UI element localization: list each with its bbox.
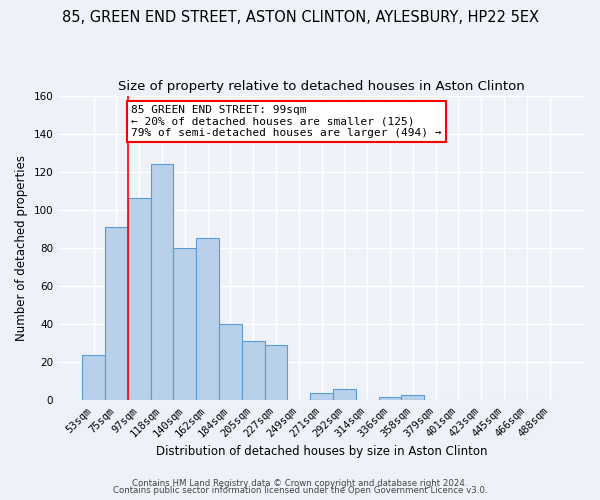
Text: 85, GREEN END STREET, ASTON CLINTON, AYLESBURY, HP22 5EX: 85, GREEN END STREET, ASTON CLINTON, AYL…: [62, 10, 539, 25]
Text: Contains public sector information licensed under the Open Government Licence v3: Contains public sector information licen…: [113, 486, 487, 495]
Bar: [196, 238, 219, 400]
Bar: [379, 396, 401, 400]
Bar: [333, 389, 356, 400]
Bar: [401, 395, 424, 400]
Bar: [242, 342, 265, 400]
Bar: [310, 393, 333, 400]
Bar: [151, 164, 173, 400]
Bar: [173, 248, 196, 400]
Text: 85 GREEN END STREET: 99sqm
← 20% of detached houses are smaller (125)
79% of sem: 85 GREEN END STREET: 99sqm ← 20% of deta…: [131, 105, 442, 138]
Y-axis label: Number of detached properties: Number of detached properties: [15, 155, 28, 341]
Text: Contains HM Land Registry data © Crown copyright and database right 2024.: Contains HM Land Registry data © Crown c…: [132, 478, 468, 488]
Bar: [82, 355, 105, 401]
Bar: [105, 227, 128, 400]
Bar: [128, 198, 151, 400]
Bar: [265, 345, 287, 401]
Bar: [219, 324, 242, 400]
Title: Size of property relative to detached houses in Aston Clinton: Size of property relative to detached ho…: [118, 80, 525, 93]
X-axis label: Distribution of detached houses by size in Aston Clinton: Distribution of detached houses by size …: [156, 444, 487, 458]
